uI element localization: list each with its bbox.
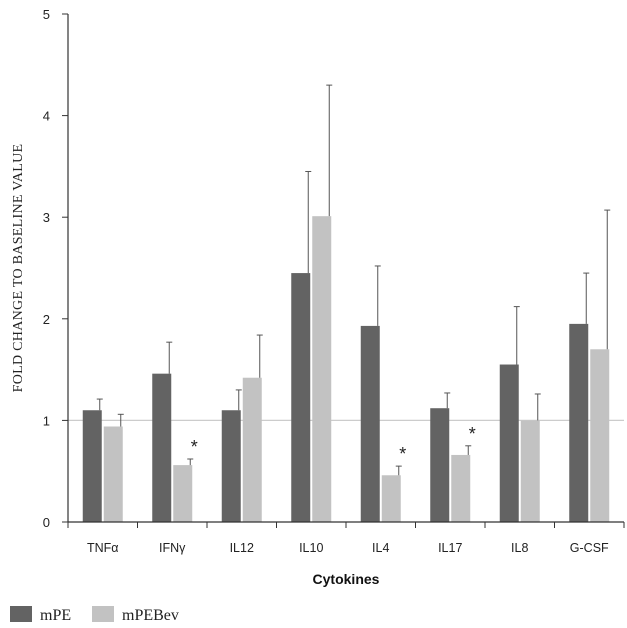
labels-layer: 0 1 2 3 4 5 TNFα IFNγ IL12 IL10 IL4 IL17 IL8 G-CSF Cyt… [11, 7, 609, 587]
bar-mpebev-6 [520, 420, 540, 522]
legend-swatch-mpebev [92, 606, 114, 622]
y-tick-label-1: 1 [43, 413, 50, 428]
bar-mpebev-4 [381, 475, 401, 522]
bar-mpe-4 [360, 325, 380, 522]
y-tick-label-3: 3 [43, 210, 50, 225]
legend: mPE mPEBev [10, 606, 179, 624]
bar-mpebev-5 [451, 454, 471, 522]
y-tick-label-4: 4 [43, 109, 50, 124]
bar-mpe-3 [291, 273, 311, 522]
bar-mpe-0 [82, 410, 102, 522]
legend-swatch-mpe [10, 606, 32, 622]
x-tick-label-4: IL4 [372, 541, 389, 555]
bar-mpe-6 [499, 364, 519, 522]
x-tick-label-6: IL8 [511, 541, 528, 555]
axes-layer [62, 13, 625, 528]
x-tick-label-2: IL12 [230, 541, 254, 555]
bar-mpe-2 [221, 410, 241, 522]
bar-mpebev-1 [173, 465, 193, 522]
legend-label-mpebev: mPEBev [122, 607, 179, 624]
bars-layer [82, 216, 610, 522]
y-tick-label-5: 5 [43, 7, 50, 22]
bar-mpebev-2 [242, 377, 262, 522]
bar-mpebev-3 [312, 216, 332, 522]
significance-star-0: * [191, 437, 198, 457]
bar-mpebev-0 [103, 426, 123, 522]
bar-mpebev-7 [590, 349, 610, 522]
x-tick-label-1: IFNγ [159, 541, 186, 555]
bar-mpe-1 [152, 373, 172, 522]
legend-label-mpe: mPE [40, 607, 71, 624]
x-tick-label-5: IL17 [438, 541, 462, 555]
bar-mpe-5 [430, 408, 450, 522]
x-tick-label-3: IL10 [299, 541, 323, 555]
x-axis-title: Cytokines [313, 571, 380, 587]
x-tick-label-0: TNFα [87, 541, 119, 555]
y-tick-label-2: 2 [43, 312, 50, 327]
error-bars-layer [96, 84, 611, 476]
significance-star-2: * [469, 424, 476, 444]
significance-star-1: * [399, 444, 406, 464]
y-tick-label-0: 0 [43, 515, 50, 530]
bar-mpe-7 [569, 323, 589, 522]
x-tick-label-7: G-CSF [570, 541, 609, 555]
y-axis-title: FOLD CHANGE TO BASELINE VALUE [11, 144, 26, 393]
